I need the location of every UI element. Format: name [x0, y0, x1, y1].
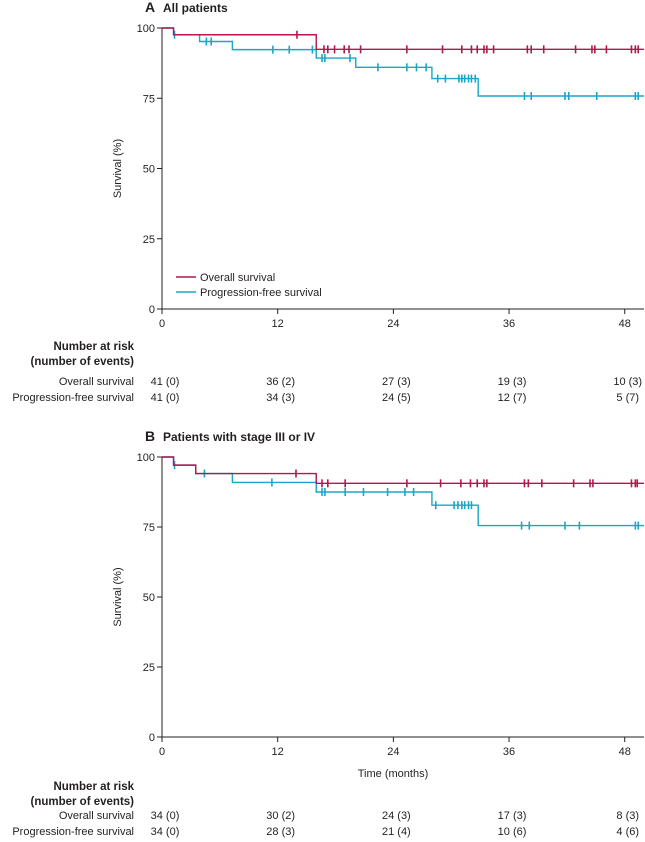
- risk-value: 12 (7): [498, 392, 527, 404]
- risk-value: 5 (7): [616, 392, 639, 404]
- x-tick-label: 48: [619, 318, 631, 330]
- risk-value: 30 (2): [266, 810, 295, 822]
- x-tick-label: 24: [387, 318, 399, 330]
- risk-value: 19 (3): [498, 376, 527, 388]
- x-axis-label: Time (months): [358, 768, 429, 780]
- y-tick-label: 100: [137, 23, 155, 35]
- risk-row-label: Overall survival: [59, 810, 134, 822]
- risk-row-label: Progression-free survival: [12, 392, 134, 404]
- x-tick-label: 24: [387, 746, 399, 758]
- y-tick-label: 50: [143, 592, 155, 604]
- risk-value: 17 (3): [498, 810, 527, 822]
- y-axis-label: Survival (%): [112, 139, 124, 198]
- risk-row-label: Overall survival: [59, 376, 134, 388]
- panel-a: A All patients 0 25 50 75 100 0 12 24 36 48 Survival…: [12, 0, 644, 404]
- risk-value: 10 (6): [498, 826, 527, 838]
- risk-value: 34 (3): [266, 392, 295, 404]
- risk-value: 41 (0): [151, 376, 180, 388]
- risk-value: 36 (2): [266, 376, 295, 388]
- risk-value: 24 (3): [382, 810, 411, 822]
- y-tick-label: 0: [149, 732, 155, 744]
- risk-table-subheader: (number of events): [30, 356, 134, 368]
- risk-value: 27 (3): [382, 376, 411, 388]
- series-line-pfs: [162, 456, 644, 527]
- risk-value: 8 (3): [616, 810, 639, 822]
- series-line-os: [162, 27, 644, 51]
- risk-value: 4 (6): [616, 826, 639, 838]
- legend-entry-pfs: Progression-free survival: [200, 287, 322, 299]
- risk-row-label: Progression-free survival: [12, 826, 134, 838]
- y-tick-label: 25: [143, 234, 155, 246]
- series-line-os: [162, 456, 644, 485]
- series-line-pfs: [162, 27, 644, 97]
- x-tick-label: 0: [159, 746, 165, 758]
- y-tick-label: 75: [143, 522, 155, 534]
- legend-entry-os: Overall survival: [200, 272, 275, 284]
- y-tick-label: 100: [137, 452, 155, 464]
- risk-value: 28 (3): [266, 826, 295, 838]
- risk-value: 34 (0): [151, 826, 180, 838]
- x-tick-label: 0: [159, 318, 165, 330]
- y-tick-label: 0: [149, 304, 155, 316]
- risk-value: 24 (5): [382, 392, 411, 404]
- x-tick-label: 36: [503, 746, 515, 758]
- risk-value: 41 (0): [151, 392, 180, 404]
- risk-value: 34 (0): [151, 810, 180, 822]
- panel-title: Patients with stage III or IV: [163, 430, 315, 444]
- risk-table-header: Number at risk: [53, 341, 134, 353]
- panel-title: All patients: [163, 1, 228, 15]
- risk-table-subheader: (number of events): [30, 796, 134, 808]
- risk-table-header: Number at risk: [53, 781, 134, 793]
- panel-b: B Patients with stage III or IV 0 25 50 75 100…: [12, 428, 644, 838]
- x-tick-label: 48: [619, 746, 631, 758]
- panel-letter: B: [145, 428, 155, 444]
- x-tick-label: 12: [272, 746, 284, 758]
- risk-value: 10 (3): [613, 376, 642, 388]
- panel-letter: A: [145, 0, 155, 15]
- x-tick-label: 12: [272, 318, 284, 330]
- y-tick-label: 50: [143, 164, 155, 176]
- y-tick-label: 25: [143, 662, 155, 674]
- y-axis-label: Survival (%): [112, 567, 124, 626]
- risk-value: 21 (4): [382, 826, 411, 838]
- x-tick-label: 36: [503, 318, 515, 330]
- y-tick-label: 75: [143, 93, 155, 105]
